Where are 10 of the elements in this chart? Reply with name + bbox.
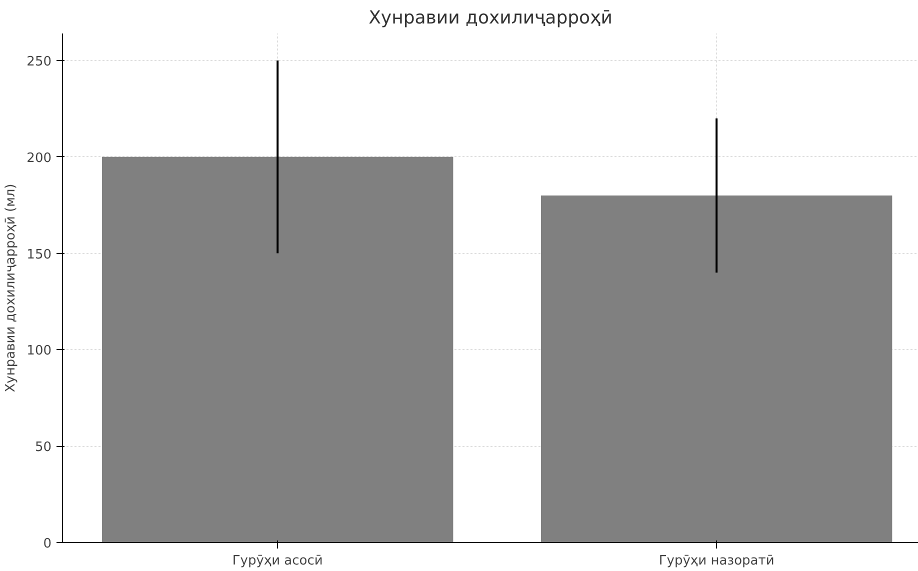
y-tick-label: 200 — [26, 150, 52, 166]
y-tick-label: 250 — [26, 54, 52, 70]
x-tick-label: Гурӯҳи асосӣ — [232, 554, 323, 568]
y-tick-label: 0 — [43, 536, 52, 552]
y-tick-label: 150 — [26, 247, 52, 262]
y-tick-label: 50 — [34, 440, 52, 456]
y-tick-label: 100 — [26, 344, 52, 359]
y-axis-title: Хунравии дохилиҷарроҳӣ (мл) — [4, 184, 19, 392]
chart-title: Хунравии дохилиҷарроҳӣ — [368, 8, 612, 28]
x-tick-label: Гурӯҳи назоратӣ — [658, 554, 774, 568]
